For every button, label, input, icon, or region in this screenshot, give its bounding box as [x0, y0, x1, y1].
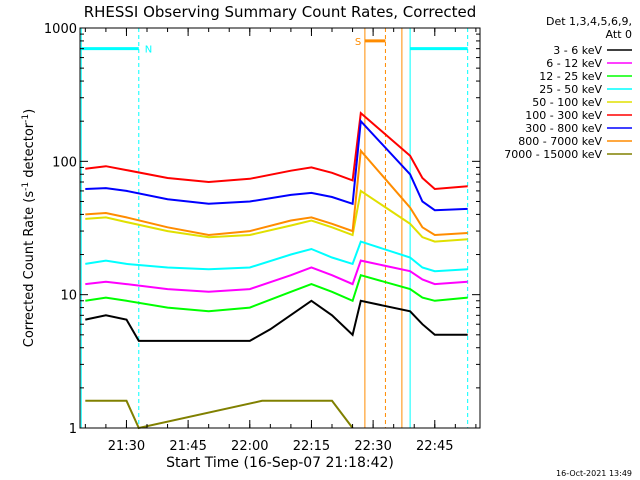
y-axis-label-main: Corrected Count Rate (s	[22, 191, 37, 348]
annotation-label-1: S	[355, 37, 361, 48]
legend-header-2: Att 0	[606, 28, 632, 41]
footer-timestamp: 16-Oct-2021 13:49	[556, 469, 632, 478]
series-line-8	[85, 399, 354, 430]
y-axis-label-mid: detector	[22, 122, 37, 182]
x-axis-label: Start Time (16-Sep-07 21:18:42)	[166, 455, 394, 471]
annotation-layer: NS	[80, 37, 468, 56]
series-line-4	[85, 189, 468, 243]
y-axis-label-end: )	[22, 109, 37, 114]
y-tick-label-3: 1000	[44, 22, 77, 37]
series-line-1	[85, 259, 468, 293]
x-tick-label-3: 22:15	[293, 439, 330, 454]
legend-header-1: Det 1,3,4,5,6,9,	[546, 15, 632, 28]
y-axis: 1 10 100 1000	[44, 22, 480, 437]
series-line-2	[85, 273, 468, 313]
chart-title: RHESSI Observing Summary Count Rates, Co…	[84, 3, 477, 21]
y-tick-label-2: 100	[52, 155, 77, 170]
annotation-label-0: N	[145, 45, 152, 56]
y-tick-label-1: 10	[60, 289, 77, 304]
series-line-3	[85, 240, 468, 273]
x-tick-label-2: 22:00	[231, 439, 268, 454]
legend-label-8: 7000 - 15000 keV	[504, 148, 602, 161]
x-axis: 21:30 21:45 22:00 22:15 22:30 22:45	[84, 28, 477, 454]
legend-label-3: 25 - 50 keV	[539, 83, 602, 96]
legend-label-4: 50 - 100 keV	[532, 96, 602, 109]
y-axis-label-sup2: -1	[21, 114, 31, 123]
series-line-6	[85, 118, 468, 212]
x-tick-label-4: 22:30	[354, 439, 391, 454]
y-axis-label: Corrected Count Rate (s-1 detector-1)	[21, 109, 37, 347]
y-tick-label-0: 1	[69, 422, 77, 437]
series-line-5	[85, 111, 468, 191]
y-axis-label-sup1: -1	[21, 182, 31, 191]
legend-label-1: 6 - 12 keV	[546, 57, 602, 70]
x-tick-label-1: 21:45	[169, 439, 206, 454]
series-layer	[85, 111, 468, 430]
legend-label-6: 300 - 800 keV	[525, 122, 602, 135]
x-tick-label-0: 21:30	[108, 439, 145, 454]
legend-label-2: 12 - 25 keV	[539, 70, 602, 83]
series-line-7	[85, 148, 468, 237]
plot-frame	[79, 27, 481, 429]
legend-label-7: 800 - 7000 keV	[518, 135, 602, 148]
series-line-0	[85, 299, 468, 342]
legend-label-5: 100 - 300 keV	[525, 109, 602, 122]
plot-decor	[80, 28, 469, 428]
legend-label-0: 3 - 6 keV	[553, 44, 602, 57]
x-tick-label-5: 22:45	[416, 439, 453, 454]
